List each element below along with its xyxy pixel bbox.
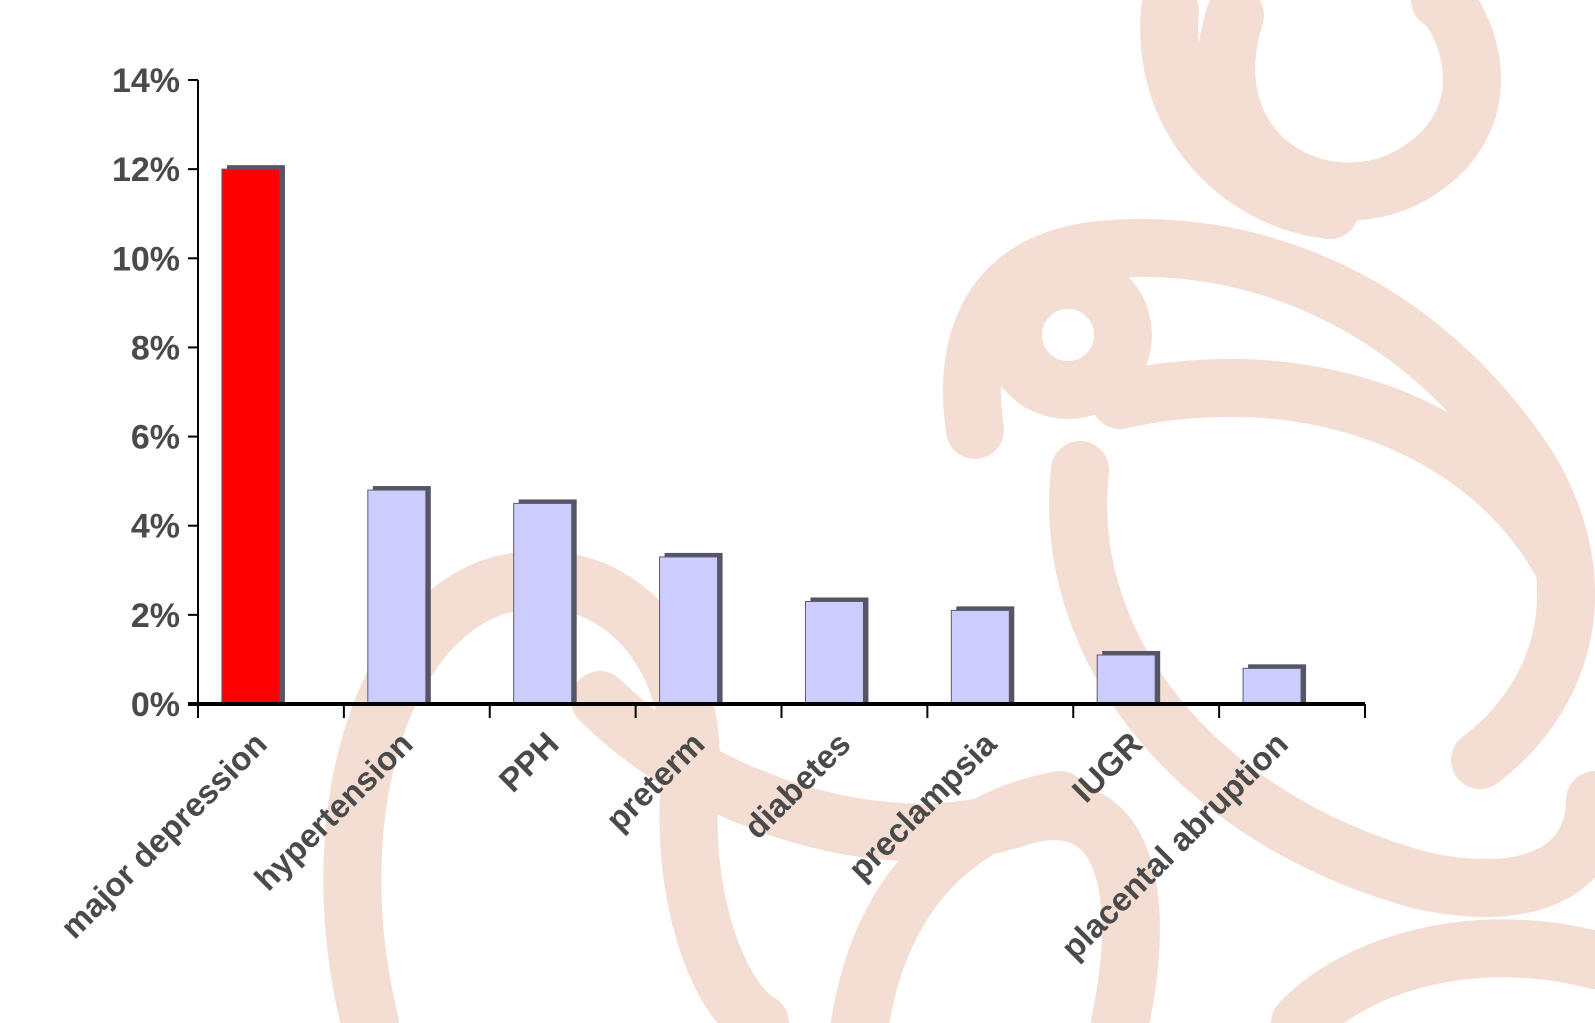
- bars: [221, 165, 1307, 705]
- y-tick-label: 4%: [131, 508, 180, 546]
- watermark-logo: [323, 0, 1595, 1023]
- y-tick-label: 14%: [112, 62, 180, 100]
- y-tick-label: 8%: [131, 329, 180, 367]
- bar-preclampsia: [950, 609, 1010, 705]
- watermark-stroke: [1049, 441, 1595, 918]
- watermark-stroke: [831, 771, 1089, 1023]
- bar-iugr: [1096, 654, 1156, 705]
- x-category-label: PPH: [491, 725, 565, 799]
- watermark-stroke: [1091, 358, 1589, 589]
- bar-preterm: [659, 556, 719, 705]
- y-tick-label: 2%: [131, 597, 180, 635]
- x-category-label: major depression: [53, 725, 274, 946]
- y-tick-label: 10%: [112, 240, 180, 278]
- y-axis-ticks: 0% 2% 4% 6% 8% 10% 12% 14%: [112, 62, 198, 724]
- bar-placental-abruption: [1242, 667, 1302, 705]
- bar-major-depression: [221, 168, 281, 705]
- watermark-stroke: [323, 550, 789, 1023]
- bar-diabetes: [804, 600, 864, 705]
- y-tick-label: 6%: [131, 419, 180, 457]
- watermark-stroke: [1197, 0, 1501, 221]
- watermark-stroke: [984, 251, 1152, 419]
- watermark-stroke: [1271, 919, 1595, 1023]
- y-tick-label: 0%: [131, 686, 180, 724]
- axes: [188, 80, 1366, 718]
- y-tick-label: 12%: [112, 151, 180, 189]
- watermark-stroke: [1140, 0, 1359, 239]
- x-category-label: IUGR: [1065, 725, 1150, 810]
- bar-hypertension: [367, 489, 427, 705]
- bar-pph: [513, 502, 573, 705]
